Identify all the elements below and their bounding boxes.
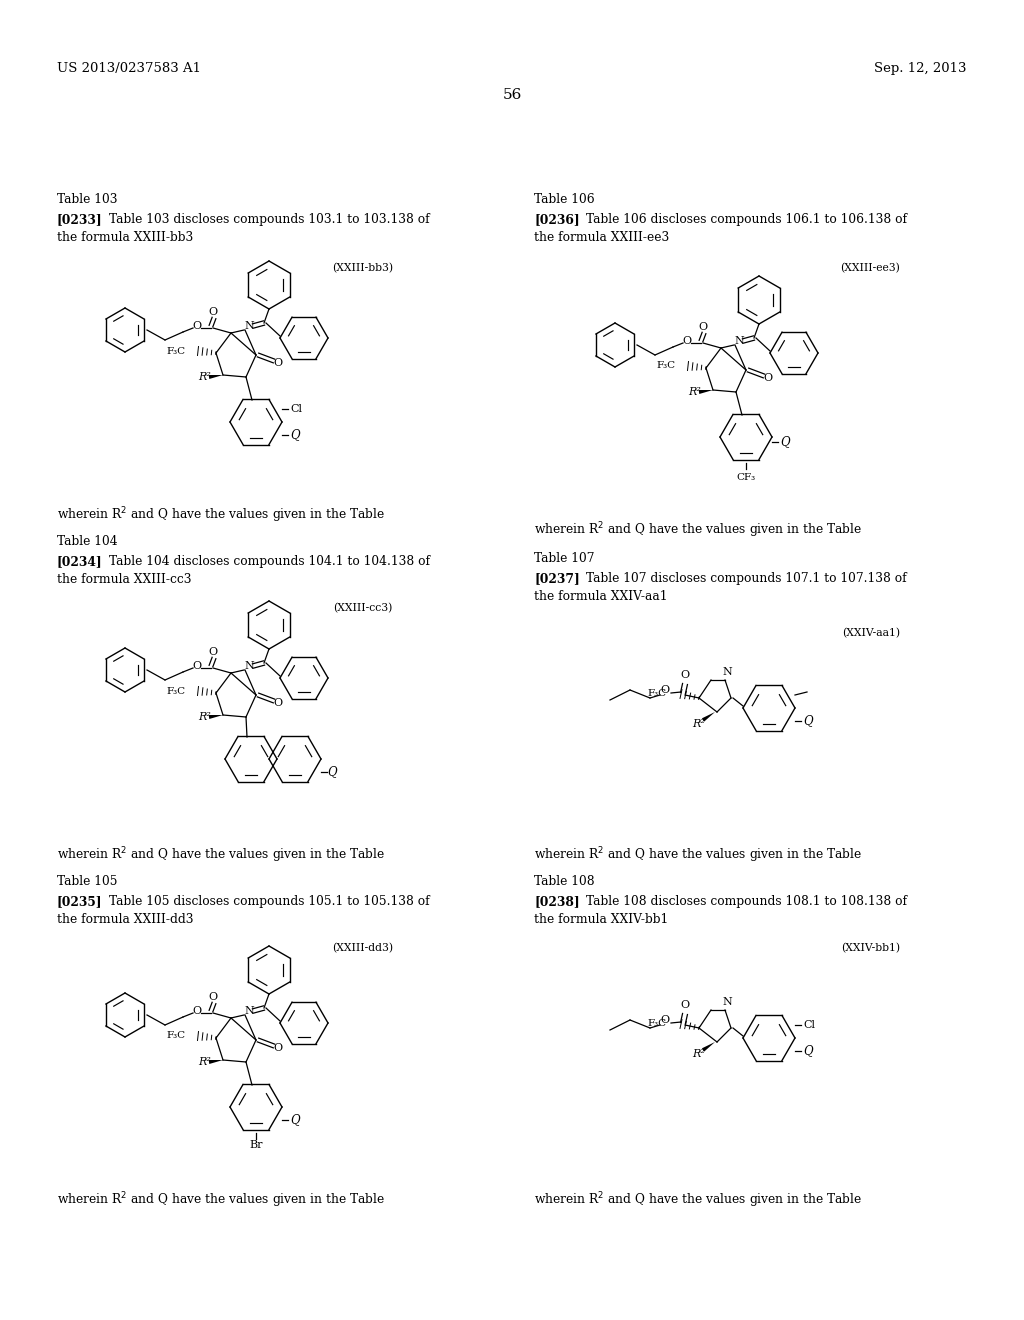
Text: O: O (273, 698, 283, 708)
Text: F₃C: F₃C (656, 362, 676, 371)
Text: O: O (193, 661, 202, 671)
Text: F₃C: F₃C (648, 689, 667, 697)
Text: Sep. 12, 2013: Sep. 12, 2013 (874, 62, 967, 75)
Text: O: O (209, 308, 217, 317)
Text: [0235]: [0235] (57, 895, 102, 908)
Text: [0234]: [0234] (57, 554, 102, 568)
Text: Table 104: Table 104 (57, 535, 118, 548)
Text: (XXIV-bb1): (XXIV-bb1) (841, 942, 900, 953)
Text: N: N (722, 997, 732, 1007)
Text: Cl: Cl (803, 1020, 815, 1030)
Text: [0237]: [0237] (534, 572, 580, 585)
Text: (XXIII-dd3): (XXIII-dd3) (332, 942, 393, 953)
Text: Table 108: Table 108 (534, 875, 595, 888)
Text: N: N (244, 321, 254, 331)
Text: O: O (680, 671, 689, 680)
Polygon shape (209, 375, 223, 379)
Text: N: N (244, 1006, 254, 1016)
Text: Q: Q (290, 1114, 300, 1126)
Text: N: N (722, 667, 732, 677)
Text: Q: Q (327, 766, 337, 779)
Text: F₃C: F₃C (167, 686, 186, 696)
Text: O: O (209, 993, 217, 1002)
Text: O: O (660, 1015, 670, 1026)
Text: the formula XXIV-aa1: the formula XXIV-aa1 (534, 590, 668, 603)
Text: the formula XXIII-bb3: the formula XXIII-bb3 (57, 231, 194, 244)
Text: Q: Q (803, 1044, 813, 1057)
Text: Table 108 discloses compounds 108.1 to 108.138 of: Table 108 discloses compounds 108.1 to 1… (586, 895, 907, 908)
Text: O: O (660, 685, 670, 696)
Text: R²: R² (199, 372, 211, 381)
Text: Q: Q (290, 429, 300, 441)
Text: O: O (273, 1043, 283, 1053)
Polygon shape (701, 711, 715, 722)
Text: R²: R² (692, 1049, 706, 1059)
Text: Br: Br (249, 1140, 263, 1150)
Text: the formula XXIII-ee3: the formula XXIII-ee3 (534, 231, 670, 244)
Text: O: O (698, 322, 708, 333)
Text: O: O (193, 321, 202, 331)
Text: O: O (193, 1006, 202, 1016)
Text: O: O (764, 374, 772, 383)
Text: O: O (273, 358, 283, 368)
Text: O: O (209, 647, 217, 657)
Text: Table 107: Table 107 (534, 552, 595, 565)
Text: Table 104 discloses compounds 104.1 to 104.138 of: Table 104 discloses compounds 104.1 to 1… (109, 554, 430, 568)
Text: US 2013/0237583 A1: US 2013/0237583 A1 (57, 62, 201, 75)
Text: [0233]: [0233] (57, 213, 102, 226)
Text: Table 103 discloses compounds 103.1 to 103.138 of: Table 103 discloses compounds 103.1 to 1… (109, 213, 430, 226)
Text: the formula XXIV-bb1: the formula XXIV-bb1 (534, 913, 669, 927)
Text: [0238]: [0238] (534, 895, 580, 908)
Text: (XXIII-cc3): (XXIII-cc3) (334, 603, 393, 614)
Polygon shape (698, 389, 713, 393)
Text: F₃C: F₃C (648, 1019, 667, 1027)
Polygon shape (209, 1060, 223, 1064)
Text: the formula XXIII-cc3: the formula XXIII-cc3 (57, 573, 191, 586)
Text: R²: R² (688, 387, 701, 397)
Text: F₃C: F₃C (167, 1031, 186, 1040)
Text: F₃C: F₃C (167, 346, 186, 355)
Text: the formula XXIII-dd3: the formula XXIII-dd3 (57, 913, 194, 927)
Text: (XXIII-ee3): (XXIII-ee3) (840, 263, 900, 273)
Text: R²: R² (199, 711, 211, 722)
Text: wherein R$^2$ and Q have the values given in the Table: wherein R$^2$ and Q have the values give… (57, 1191, 385, 1209)
Text: Table 105 discloses compounds 105.1 to 105.138 of: Table 105 discloses compounds 105.1 to 1… (109, 895, 430, 908)
Text: (XXIII-bb3): (XXIII-bb3) (332, 263, 393, 273)
Polygon shape (209, 715, 223, 719)
Text: [0236]: [0236] (534, 213, 580, 226)
Text: CF₃: CF₃ (736, 473, 756, 482)
Text: Table 103: Table 103 (57, 193, 118, 206)
Text: O: O (680, 1001, 689, 1010)
Text: wherein R$^2$ and Q have the values given in the Table: wherein R$^2$ and Q have the values give… (534, 1191, 862, 1209)
Polygon shape (701, 1041, 715, 1052)
Text: wherein R$^2$ and Q have the values given in the Table: wherein R$^2$ and Q have the values give… (57, 845, 385, 865)
Text: wherein R$^2$ and Q have the values given in the Table: wherein R$^2$ and Q have the values give… (534, 520, 862, 540)
Text: Table 106 discloses compounds 106.1 to 106.138 of: Table 106 discloses compounds 106.1 to 1… (586, 213, 907, 226)
Text: wherein R$^2$ and Q have the values given in the Table: wherein R$^2$ and Q have the values give… (57, 506, 385, 524)
Text: Q: Q (803, 714, 813, 727)
Text: Table 106: Table 106 (534, 193, 595, 206)
Text: Cl: Cl (290, 404, 302, 414)
Text: Q: Q (780, 436, 790, 449)
Text: R²: R² (692, 719, 706, 729)
Text: Table 107 discloses compounds 107.1 to 107.138 of: Table 107 discloses compounds 107.1 to 1… (586, 572, 906, 585)
Text: N: N (734, 337, 743, 346)
Text: N: N (244, 661, 254, 671)
Text: 56: 56 (503, 88, 521, 102)
Text: wherein R$^2$ and Q have the values given in the Table: wherein R$^2$ and Q have the values give… (534, 845, 862, 865)
Text: R²: R² (199, 1057, 211, 1067)
Text: Table 105: Table 105 (57, 875, 118, 888)
Text: O: O (682, 337, 691, 346)
Text: (XXIV-aa1): (XXIV-aa1) (842, 628, 900, 639)
